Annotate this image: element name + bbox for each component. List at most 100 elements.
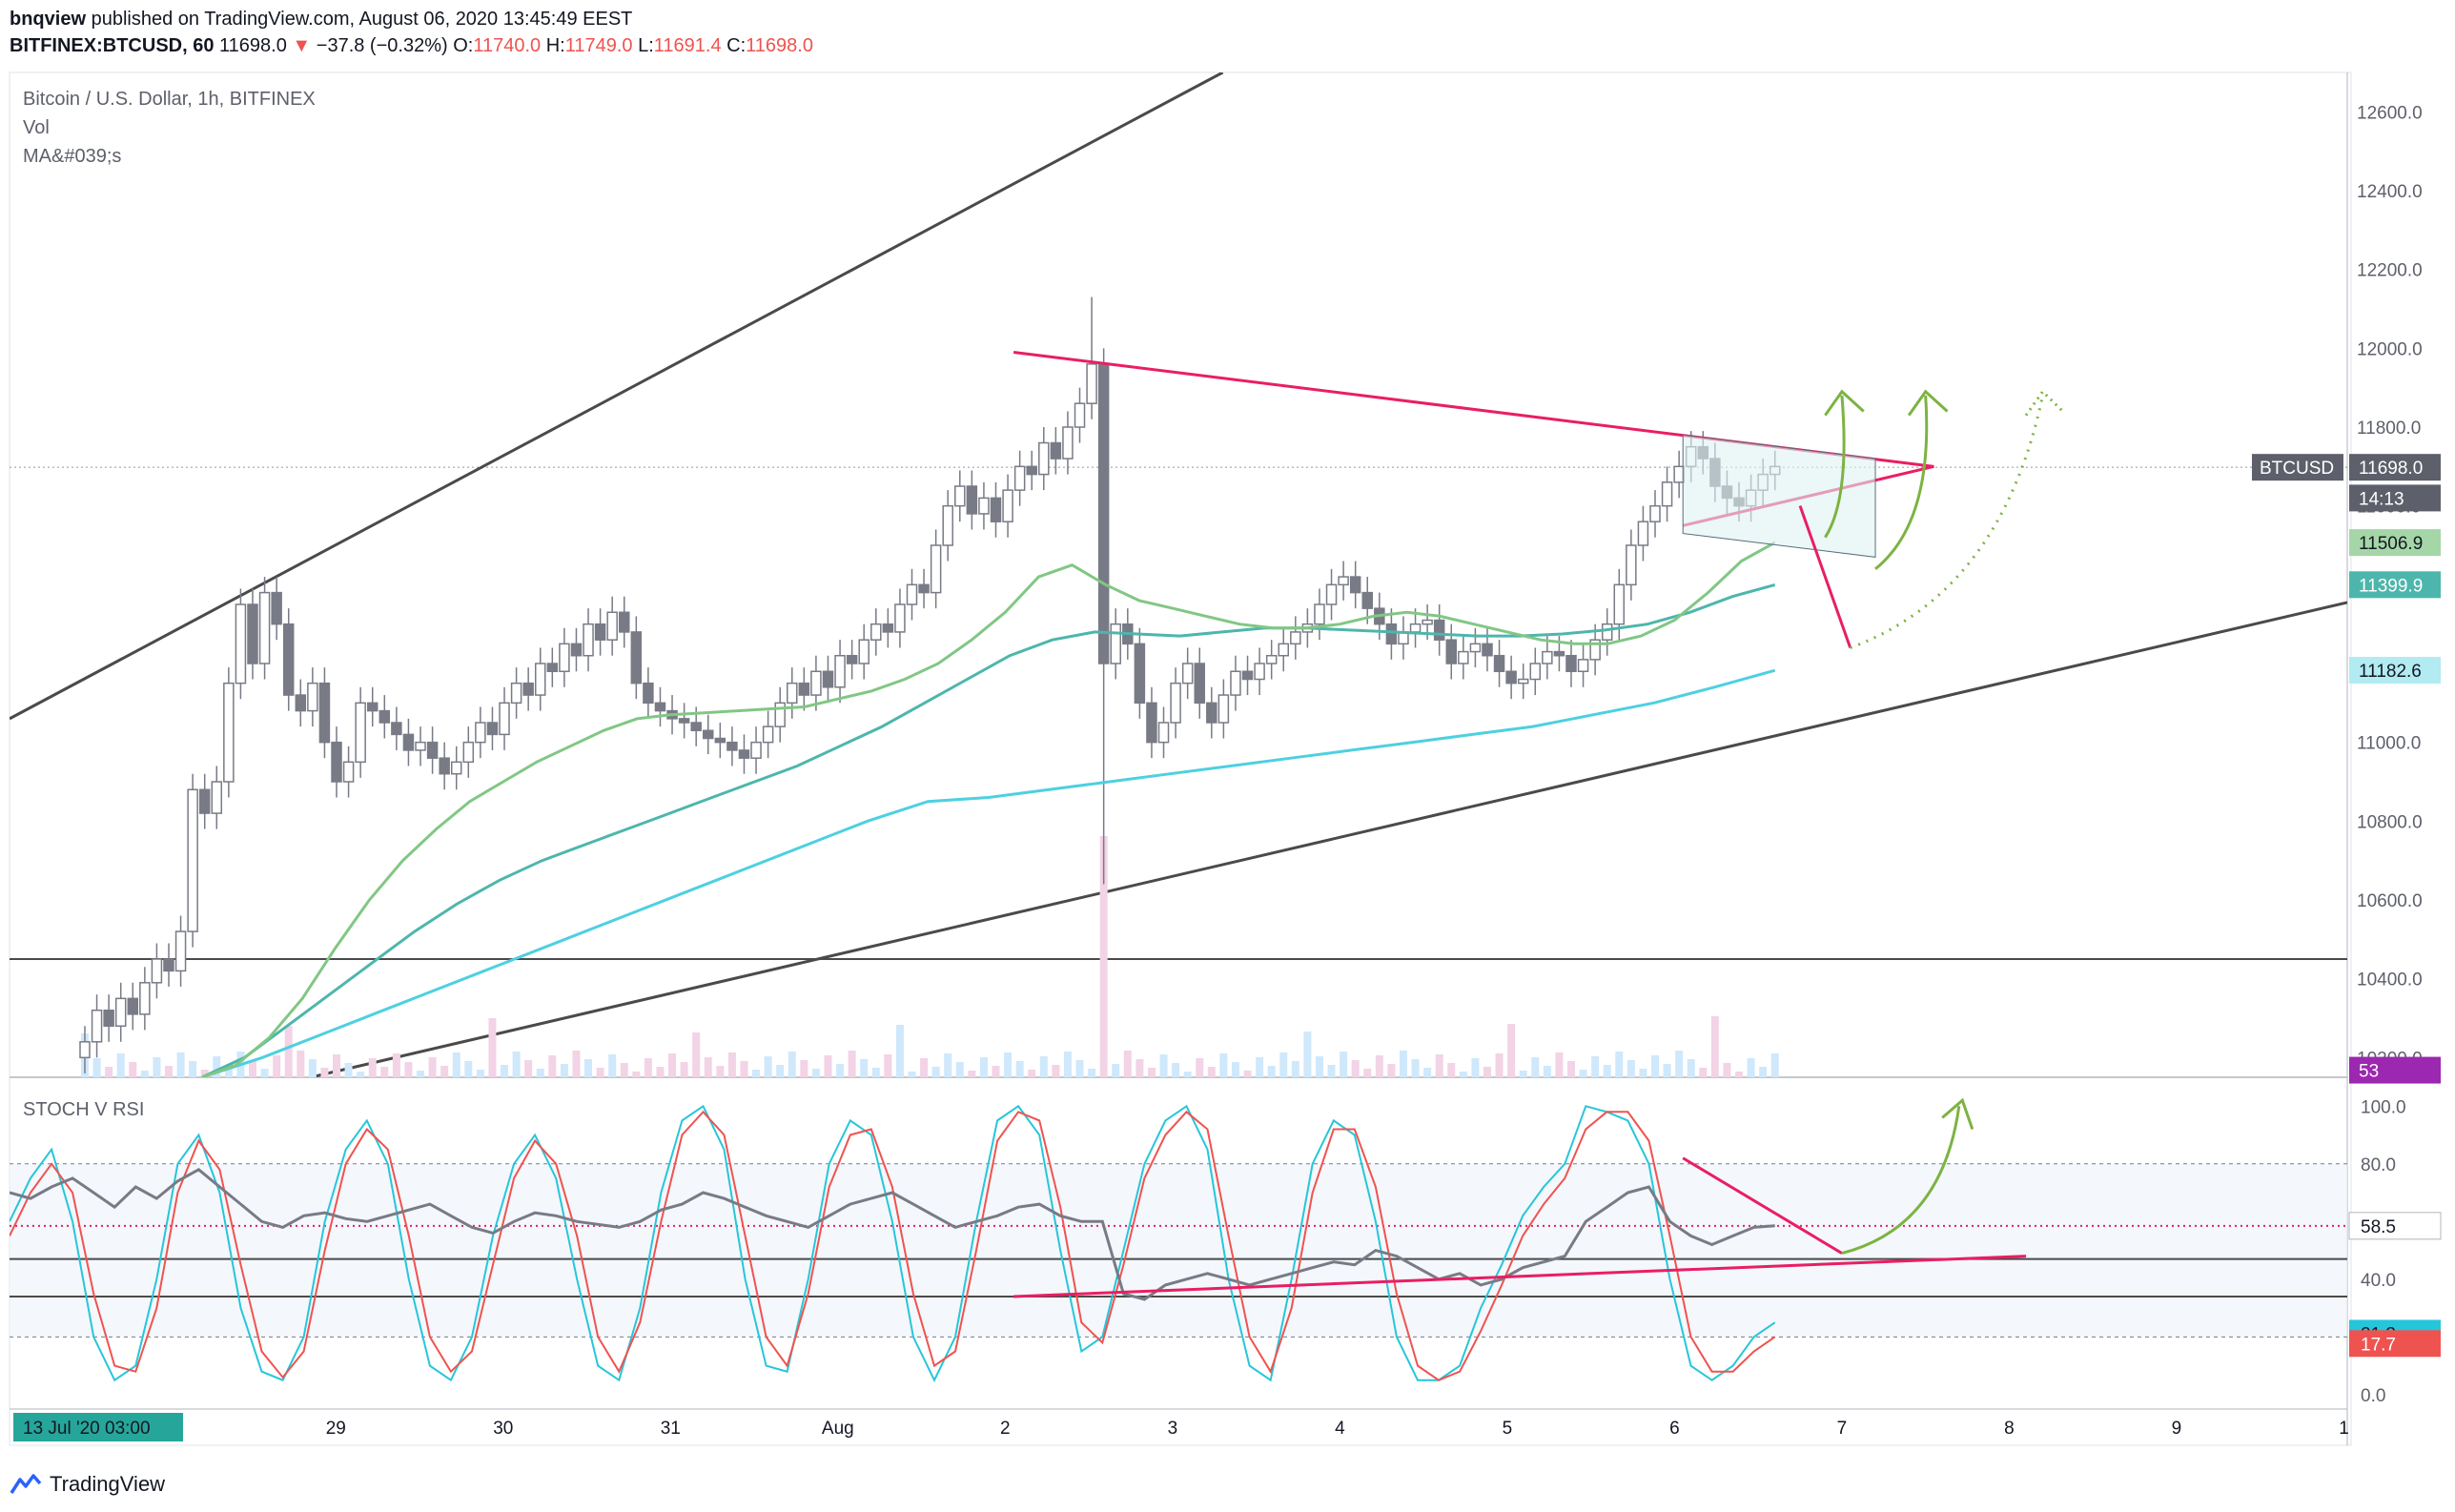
legend-mas[interactable]: MA&#039;s: [23, 146, 121, 167]
volume-bar: [979, 1057, 988, 1077]
candle-body: [1626, 544, 1637, 586]
candle-body: [1002, 489, 1013, 522]
ohlc-readout: BITFINEX:BTCUSD, 60 11698.0 ▼ −37.8 (−0.…: [10, 32, 2445, 59]
candle-body: [546, 663, 559, 673]
volume-bar: [895, 1025, 904, 1077]
legend-title[interactable]: Bitcoin / U.S. Dollar, 1h, BITFINEX: [23, 89, 316, 110]
candle-body: [271, 591, 282, 625]
candle-body: [151, 958, 163, 984]
time-tick-label: 9: [2172, 1419, 2182, 1439]
stoch-tick-label: 100.0: [2361, 1097, 2406, 1117]
time-tick-label: 8: [2004, 1419, 2015, 1439]
volume-bar: [1447, 1063, 1456, 1077]
candle-body: [942, 504, 953, 546]
author-name[interactable]: bnqview: [10, 9, 87, 30]
volume-bar: [752, 1070, 761, 1077]
candle-body: [1542, 650, 1553, 664]
last-price: 11698.0: [219, 35, 287, 56]
volume-bar: [333, 1054, 341, 1077]
price-tick-label: 12200.0: [2357, 261, 2423, 281]
volume-bar: [1531, 1057, 1540, 1077]
time-tick-label: 7: [1837, 1419, 1848, 1439]
price-tick-label: 12000.0: [2357, 339, 2423, 359]
candle-body: [738, 749, 750, 759]
volume-bar: [548, 1055, 557, 1077]
candle-body: [1553, 650, 1565, 657]
candle-body: [499, 702, 510, 736]
volume-bar: [476, 1070, 484, 1077]
volume-bar: [488, 1018, 497, 1077]
volume-bar: [1723, 1063, 1731, 1077]
volume-bar: [1075, 1060, 1084, 1077]
price-axis[interactable]: 12600.012400.012200.012000.011800.011600…: [2252, 103, 2441, 1084]
drop-arrow-line: [1798, 505, 1852, 648]
volume-bar: [404, 1062, 413, 1077]
candle-body: [726, 741, 738, 751]
candle-body: [1673, 465, 1685, 483]
rsi-trendline: [1013, 1255, 2027, 1298]
volume-bar: [860, 1059, 869, 1077]
stoch-axis[interactable]: 100.080.060.040.020.00.058.521.317.7: [2348, 1097, 2442, 1406]
candle-body: [79, 1041, 91, 1059]
candle-body: [1013, 465, 1026, 491]
low-value: 11691.4: [653, 35, 722, 56]
volume-bar: [1315, 1056, 1323, 1077]
candle-body: [1314, 603, 1325, 625]
volume-bar: [464, 1061, 473, 1077]
volume-bar: [1004, 1052, 1013, 1077]
volume-bar: [1675, 1051, 1684, 1077]
volume-bar: [129, 1062, 137, 1077]
candle-body: [966, 485, 978, 515]
volume-bar: [1579, 1070, 1587, 1077]
volume-bar: [716, 1066, 725, 1077]
chart-header: bnqview published on TradingView.com, Au…: [10, 6, 2445, 61]
price-tick-label: 10600.0: [2357, 891, 2423, 911]
volume-bar: [308, 1059, 317, 1077]
candle-body: [282, 623, 295, 696]
legend-vol[interactable]: Vol: [23, 117, 50, 138]
volume-bar: [620, 1063, 628, 1077]
candle-body: [1062, 426, 1074, 460]
candle-body: [198, 788, 211, 814]
candle-body: [1038, 441, 1050, 476]
volume-bar: [1303, 1032, 1312, 1077]
symbol-name[interactable]: BITFINEX:BTCUSD, 60: [10, 35, 215, 56]
volume-bar: [680, 1062, 688, 1077]
tradingview-brand[interactable]: TradingView: [50, 1472, 166, 1496]
candle-body: [1445, 639, 1458, 664]
candle-body: [1482, 643, 1493, 657]
candle-body: [990, 497, 1002, 522]
stoch-pane[interactable]: [10, 1097, 2347, 1382]
volume-bar: [224, 1065, 233, 1077]
time-axis[interactable]: 28293031Aug23456789113 Jul '20 03:00: [13, 1413, 2349, 1441]
volume-bar: [1159, 1054, 1168, 1077]
candle-body: [1589, 639, 1601, 661]
candle-body: [139, 982, 151, 1015]
candle-body: [1458, 650, 1469, 664]
volume-bar: [572, 1051, 581, 1077]
volume-bar: [1028, 1070, 1036, 1077]
candle-body: [1097, 363, 1110, 664]
candle-body: [318, 682, 331, 744]
chart-canvas[interactable]: 12600.012400.012200.012000.011800.011600…: [0, 0, 2455, 1468]
volume-bar: [931, 1067, 940, 1077]
volume-bar: [584, 1059, 593, 1077]
candle-body: [1361, 591, 1374, 609]
volume-bar: [501, 1065, 509, 1077]
volume-bar: [704, 1057, 712, 1077]
time-tick-label: 5: [1503, 1419, 1513, 1439]
candle-body: [858, 639, 869, 664]
green-arrow-curve: [1874, 395, 1929, 570]
price-tag-bg: [2349, 454, 2441, 481]
price-pane[interactable]: [10, 72, 2347, 1077]
candle-body: [1565, 654, 1577, 673]
volume-bar: [1088, 1069, 1096, 1077]
volume-bar: [920, 1058, 929, 1077]
volume-bar: [968, 1071, 976, 1077]
legend-stoch[interactable]: STOCH V RSI: [23, 1099, 144, 1120]
volume-bar: [692, 1032, 701, 1077]
pennant-box: [1682, 434, 1876, 558]
candle-body: [870, 623, 882, 641]
candle-body: [810, 670, 822, 696]
close-label: C:: [726, 35, 747, 56]
